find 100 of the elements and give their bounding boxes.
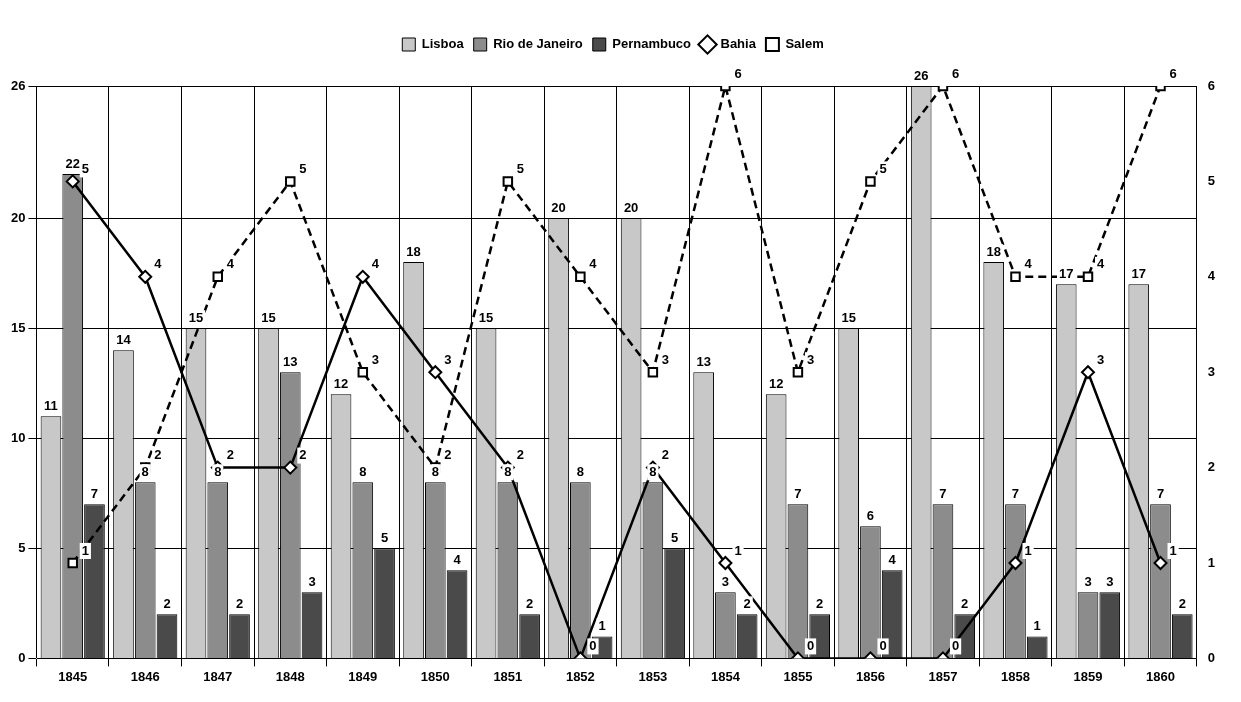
x-tick-label: 1851: [493, 668, 523, 684]
legend-label: Pernambuco: [612, 36, 692, 52]
data-label: 5: [516, 160, 525, 176]
data-label: 15: [188, 309, 204, 325]
point: [502, 176, 514, 187]
data-label: 2: [154, 447, 162, 463]
data-label: 4: [888, 551, 897, 567]
data-label: 3: [661, 351, 670, 367]
y2-tick-label: 5: [1207, 172, 1215, 188]
data-label: 4: [371, 256, 380, 272]
data-label: 5: [81, 160, 89, 176]
data-label: 8: [576, 463, 584, 479]
data-label: 15: [478, 309, 494, 325]
y2-tick-label: 4: [1207, 268, 1216, 284]
data-label: 0: [589, 637, 597, 653]
data-label: 4: [226, 256, 235, 272]
data-label: 7: [90, 485, 99, 501]
y2-tick-label: 0: [1207, 649, 1215, 665]
point: [575, 271, 586, 283]
x-tick-label: 1846: [130, 668, 160, 684]
data-label: 4: [589, 256, 598, 272]
point: [865, 176, 876, 187]
data-label: 2: [444, 447, 452, 463]
data-label: 0: [951, 637, 960, 653]
data-label: 3: [1106, 573, 1114, 589]
point: [355, 269, 370, 284]
data-label: 3: [308, 573, 316, 589]
data-label: 6: [866, 507, 875, 523]
data-label: 18: [986, 243, 1001, 259]
legend-label: Lisboa: [421, 36, 465, 52]
point: [718, 556, 733, 570]
data-label: 4: [453, 551, 462, 567]
y-tick-label: 15: [10, 319, 26, 335]
data-label: 15: [841, 309, 856, 325]
x-tick-label: 1850: [420, 668, 450, 684]
point: [1010, 271, 1021, 283]
data-label: 17: [1131, 265, 1146, 281]
point: [1153, 556, 1168, 570]
data-label: 26: [913, 67, 929, 83]
x-tick-label: 1852: [565, 668, 595, 684]
data-label: 1: [598, 617, 606, 633]
data-label: 12: [333, 375, 349, 391]
y2-tick-label: 3: [1207, 363, 1215, 379]
point: [1008, 556, 1023, 570]
point: [1082, 271, 1094, 283]
data-label: 4: [1024, 256, 1033, 272]
data-label: 0: [806, 637, 815, 653]
y-tick-label: 26: [10, 77, 26, 93]
data-label: 1: [81, 542, 89, 558]
point: [792, 366, 804, 378]
data-label: 5: [299, 160, 307, 176]
x-tick-label: 1860: [1146, 668, 1175, 684]
data-label: 6: [734, 65, 742, 81]
point: [285, 176, 296, 187]
point: [138, 269, 153, 284]
data-label: 2: [1178, 595, 1186, 611]
y-tick-label: 10: [10, 429, 26, 445]
data-label: 20: [551, 199, 566, 215]
x-tick-label: 1847: [203, 668, 233, 684]
x-tick-label: 1854: [710, 668, 741, 684]
data-label: 3: [806, 351, 815, 367]
legend-label: Bahia: [720, 36, 757, 52]
data-label: 2: [226, 447, 234, 463]
y2-tick-label: 2: [1207, 459, 1215, 475]
x-tick-label: 1848: [275, 668, 305, 684]
data-label: 11: [44, 397, 58, 413]
data-label: 3: [721, 573, 730, 589]
x-tick-label: 1857: [928, 668, 958, 684]
point: [1080, 365, 1095, 380]
data-label: 5: [671, 529, 679, 545]
data-label: 2: [743, 595, 751, 611]
data-label: 4: [1096, 256, 1105, 272]
data-label: 2: [235, 595, 244, 611]
data-label: 17: [1059, 265, 1074, 281]
data-label: 5: [879, 160, 887, 176]
data-label: 8: [359, 463, 367, 479]
point: [65, 174, 80, 189]
x-tick-label: 1859: [1073, 668, 1103, 684]
data-label: 7: [939, 485, 947, 501]
data-label: 3: [1096, 351, 1105, 367]
point: [283, 460, 298, 475]
data-label: 2: [816, 595, 824, 611]
point: [647, 366, 659, 378]
point: [212, 271, 223, 283]
x-tick-label: 1853: [638, 668, 668, 684]
point: [357, 366, 369, 378]
data-label: 1: [1169, 542, 1177, 558]
point: [428, 365, 443, 380]
data-label: 7: [794, 485, 802, 501]
data-label: 6: [1169, 65, 1177, 81]
data-label: 2: [525, 595, 534, 611]
data-label: 7: [1156, 485, 1165, 501]
data-label: 6: [951, 65, 960, 81]
legend-label: Rio de Janeiro: [493, 36, 583, 52]
data-label: 2: [516, 447, 525, 463]
data-label: 14: [116, 331, 132, 347]
data-label: 18: [406, 243, 421, 259]
data-label: 12: [768, 375, 784, 391]
legend-label: Salem: [785, 36, 824, 52]
y-tick-label: 0: [18, 649, 26, 665]
